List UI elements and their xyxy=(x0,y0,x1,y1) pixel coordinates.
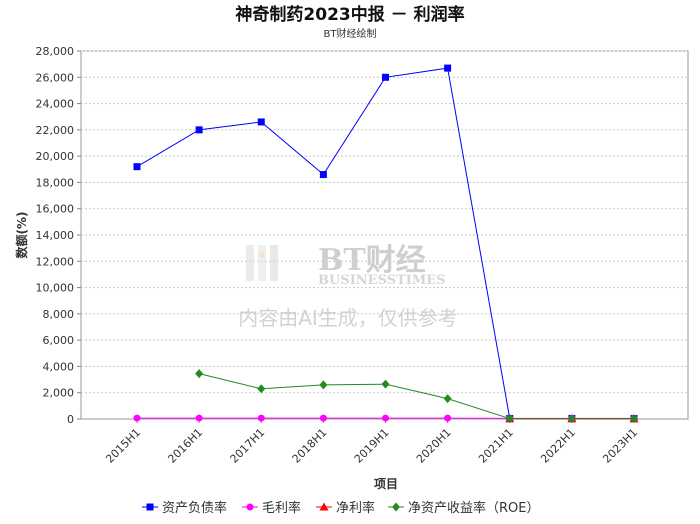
legend-item: 净资产收益率（ROE） xyxy=(388,500,539,516)
y-tick-label: 18,000 xyxy=(36,176,75,189)
series-layer xyxy=(133,64,639,424)
data-point xyxy=(133,163,141,171)
data-point xyxy=(319,380,328,390)
x-tick-label: 2020H1 xyxy=(414,426,454,466)
y-tick-label: 12,000 xyxy=(36,255,75,268)
watermark-brand-sub: BUSINESSTIMES xyxy=(318,273,446,288)
data-point xyxy=(133,414,141,422)
watermark-brand: BT财经 xyxy=(318,243,426,278)
data-point xyxy=(382,414,389,422)
data-point xyxy=(382,73,389,81)
y-tick-label: 28,000 xyxy=(36,45,75,58)
x-axis-title: 项目 xyxy=(374,477,398,491)
data-point xyxy=(319,414,327,422)
data-point xyxy=(381,379,390,389)
legend: 资产负债率 毛利率 净利率 净资产收益率（ROE） xyxy=(142,500,539,516)
y-tick-label: 20,000 xyxy=(36,150,75,163)
x-tick-label: 2018H1 xyxy=(290,426,330,466)
y-tick-label: 24,000 xyxy=(36,98,75,111)
legend-item: 毛利率 xyxy=(242,500,301,516)
data-point xyxy=(630,414,638,424)
x-tick-label: 2017H1 xyxy=(228,426,268,466)
y-axis-title: 数额(%) xyxy=(14,212,29,259)
watermark-logo-icon xyxy=(246,245,278,281)
x-tick-label: 2021H1 xyxy=(476,426,516,466)
legend-marker-icon xyxy=(319,502,329,511)
watermark-note: 内容由AI生成，仅供参考 xyxy=(238,306,458,330)
plot-area xyxy=(80,50,689,420)
y-tick-label: 14,000 xyxy=(36,229,75,242)
legend-item: 资产负债率 xyxy=(142,500,227,516)
data-point xyxy=(319,171,327,179)
y-axis: 0 2,000 4,000 6,000 8,000 10,000 12,000 14,000 1… xyxy=(36,45,81,426)
legend-marker-icon xyxy=(392,502,400,512)
x-tick-label: 2019H1 xyxy=(352,426,392,466)
watermark: BT财经 BUSINESSTIMES 内容由AI生成，仅供参考 xyxy=(238,243,458,330)
data-point xyxy=(195,414,203,422)
legend-marker-icon xyxy=(246,503,254,511)
legend-marker-icon xyxy=(146,503,154,511)
legend-label: 净利率 xyxy=(336,500,375,516)
x-tick-label: 2023H1 xyxy=(600,426,640,466)
y-tick-label: 16,000 xyxy=(36,203,75,216)
y-tick-label: 2,000 xyxy=(43,387,75,400)
data-point xyxy=(567,414,576,424)
legend-label: 资产负债率 xyxy=(162,500,227,516)
data-point xyxy=(443,394,452,404)
data-point xyxy=(195,369,204,379)
y-tick-label: 4,000 xyxy=(43,360,75,373)
series-line xyxy=(199,373,634,420)
data-point xyxy=(257,414,265,422)
data-point xyxy=(257,384,266,394)
chart-subtitle: BT财经绘制 xyxy=(324,27,377,40)
x-axis: 2015H1 2016H1 2017H1 2018H1 2019H1 2020H1 2021… xyxy=(103,419,640,466)
y-tick-label: 22,000 xyxy=(36,124,75,137)
legend-label: 净资产收益率（ROE） xyxy=(408,500,539,516)
y-tick-label: 6,000 xyxy=(43,334,75,347)
x-tick-label: 2016H1 xyxy=(165,426,205,466)
data-point xyxy=(195,126,203,134)
grid-layer xyxy=(81,50,688,394)
data-point xyxy=(257,118,265,126)
x-tick-label: 2015H1 xyxy=(103,426,143,466)
data-point xyxy=(505,414,514,424)
y-tick-label: 8,000 xyxy=(43,308,75,321)
chart-title: 神奇制药2023中报 － 利润率 xyxy=(235,4,464,25)
series-diamond xyxy=(195,369,638,424)
legend-item: 净利率 xyxy=(316,500,375,516)
y-tick-label: 10,000 xyxy=(36,282,75,295)
data-point xyxy=(444,414,452,422)
legend-label: 毛利率 xyxy=(262,500,301,516)
y-tick-label: 26,000 xyxy=(36,71,75,84)
data-point xyxy=(444,64,452,72)
x-tick-label: 2022H1 xyxy=(538,426,578,466)
y-tick-label: 0 xyxy=(67,413,74,426)
